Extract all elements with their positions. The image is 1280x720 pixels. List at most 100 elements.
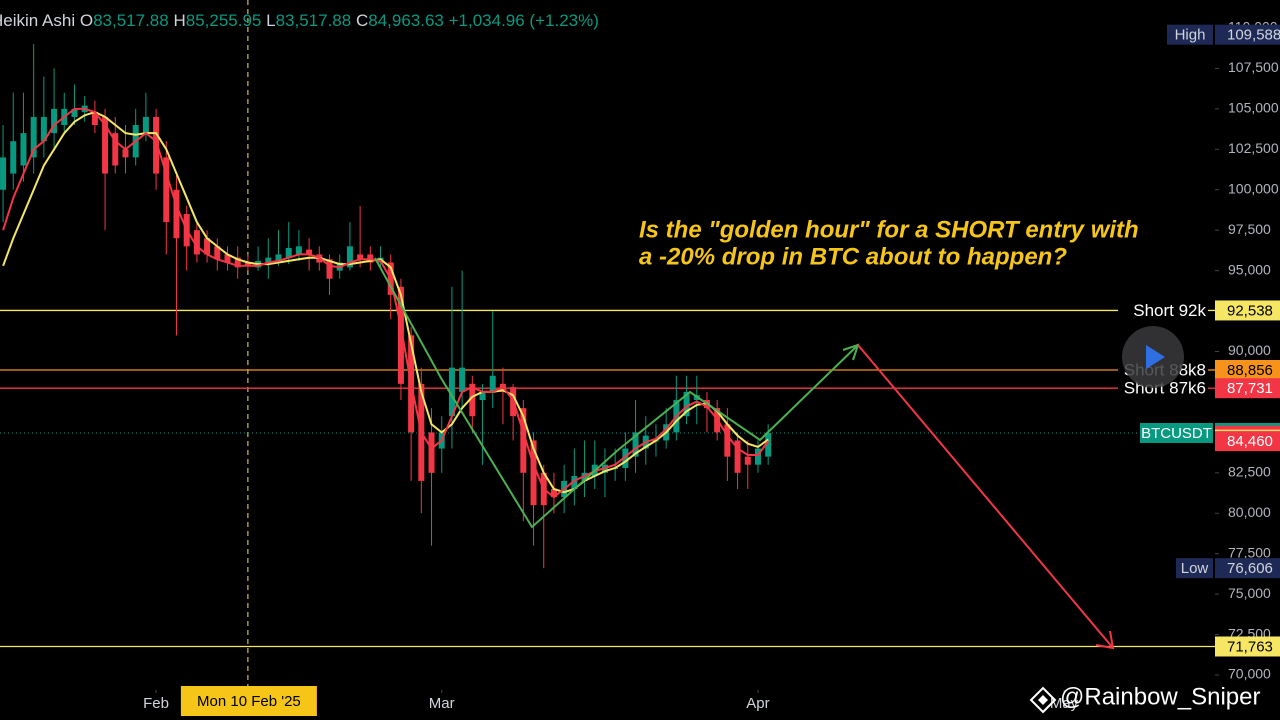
- play-icon: [1146, 345, 1165, 369]
- level-badge-text: 87,731: [1227, 380, 1273, 397]
- candle-body: [204, 238, 211, 255]
- price-badge-text: 109,588: [1227, 27, 1280, 44]
- candle-body: [214, 246, 221, 260]
- crosshair-label-bg: [180, 686, 317, 716]
- candle-body: [448, 367, 455, 417]
- price-badge: [1215, 558, 1280, 579]
- candle-body: [734, 440, 741, 473]
- y-tick-label: 100,000: [1228, 180, 1279, 196]
- y-tick-label: 105,000: [1228, 100, 1279, 116]
- candle-body: [51, 108, 58, 134]
- crosshair-label: Mon 10 Feb '25: [197, 693, 301, 710]
- moving-average: [2, 107, 770, 499]
- candle-body: [122, 149, 129, 158]
- candle-body: [265, 257, 272, 265]
- annotation-line: a -20% drop in BTC about to happen?: [639, 243, 1067, 270]
- watermark-logo: [1029, 686, 1057, 714]
- candle-body: [428, 432, 435, 473]
- candle-body: [234, 257, 241, 268]
- main-layer: [0, 44, 772, 569]
- candle-body: [91, 112, 98, 126]
- candle-body: [489, 375, 496, 392]
- candle-body: [153, 116, 160, 174]
- y-tick-label: 90,000: [1228, 342, 1271, 358]
- y-tick-label: 75,000: [1228, 585, 1271, 601]
- price-badge-name-bg: [1140, 422, 1213, 443]
- red-path: [857, 344, 1114, 649]
- y-tick-label: 97,500: [1228, 221, 1271, 237]
- candle-body: [469, 383, 476, 417]
- level-badge-text: 88,856: [1227, 362, 1273, 379]
- candle-body: [285, 247, 292, 258]
- ohlc-value: 83,517.88: [93, 11, 169, 30]
- level-badge-text: 92,538: [1227, 302, 1273, 319]
- candle-body: [550, 488, 557, 498]
- candle-body: [102, 116, 109, 174]
- x-tick-label: Mar: [429, 695, 455, 712]
- level-label: Short 92k: [1133, 301, 1206, 320]
- ohlc-key: O: [80, 11, 93, 30]
- candle-body: [173, 189, 180, 239]
- watermark-text: @Rainbow_Sniper: [1060, 683, 1260, 710]
- y-tick-label: 95,000: [1228, 261, 1271, 277]
- price-badge-text: 84,460: [1227, 433, 1273, 450]
- ohlc-value: 83,517.88: [276, 11, 352, 30]
- candle-body: [683, 391, 690, 417]
- candle-body: [306, 249, 313, 255]
- candle-body: [530, 440, 537, 506]
- x-tick-label: Feb: [143, 695, 169, 712]
- green-path: [374, 257, 859, 529]
- y-tick-label: 82,500: [1228, 464, 1271, 480]
- x-tick-label: Apr: [746, 695, 769, 712]
- price-badge-name-bg: [1167, 24, 1213, 45]
- candle-body: [20, 133, 27, 166]
- candle-body: [326, 259, 333, 279]
- candle-body: [244, 262, 251, 266]
- ohlc-key: L: [266, 11, 275, 30]
- candle-body: [30, 116, 37, 158]
- price-badge-name: Low: [1181, 560, 1209, 577]
- watermark: @Rainbow_Sniper: [1029, 683, 1260, 714]
- price-badge-name: High: [1175, 27, 1206, 44]
- price-badge-name-bg: [1176, 558, 1213, 579]
- candle-body: [224, 254, 231, 263]
- candle-body: [40, 116, 47, 142]
- candle-body: [622, 448, 629, 468]
- candle-body: [479, 391, 486, 401]
- y-tick-label: 80,000: [1228, 504, 1271, 520]
- price-badge-text: 76,606: [1227, 560, 1273, 577]
- candle-body: [632, 432, 639, 457]
- candle-body: [346, 246, 353, 268]
- moving-average: [2, 111, 769, 494]
- projection-drawing: [374, 257, 1115, 650]
- level-badge: [1215, 636, 1280, 657]
- annotation-line: Is the "golden hour" for a SHORT entry w…: [639, 216, 1139, 243]
- level-badge: [1215, 300, 1280, 321]
- ohlc-value: 85,255.95: [186, 11, 262, 30]
- level-badge-text: 71,763: [1227, 638, 1273, 655]
- ohlc-value: 84,963.63: [368, 11, 444, 30]
- ohlc-key: H: [173, 11, 185, 30]
- y-tick-label: 107,500: [1228, 59, 1279, 75]
- candle-body: [163, 157, 170, 223]
- price-badge: [1215, 431, 1280, 452]
- series-title: Heikin Ashi: [0, 11, 75, 30]
- candle-body: [744, 456, 751, 465]
- ohlc-change: +1,034.96 (+1.23%): [449, 11, 599, 30]
- candle-body: [275, 254, 282, 261]
- candle-body: [754, 448, 761, 465]
- ohlc-key: C: [356, 11, 368, 30]
- candle-body: [0, 157, 7, 190]
- candle-body: [295, 246, 302, 255]
- y-tick-label: 77,500: [1228, 544, 1271, 560]
- candle-body: [571, 476, 578, 489]
- level-badge: [1215, 359, 1280, 380]
- candle-body: [459, 367, 466, 392]
- candle-body: [112, 133, 119, 166]
- candle-body: [765, 432, 772, 457]
- candle-body: [397, 286, 404, 384]
